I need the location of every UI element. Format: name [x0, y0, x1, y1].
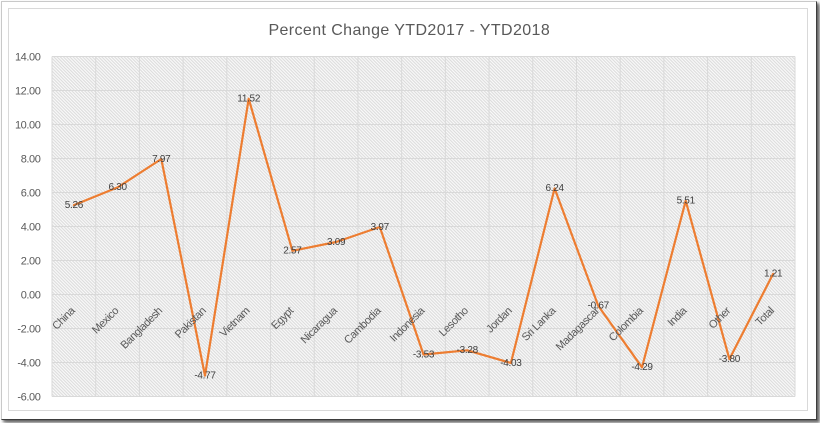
svg-text:-4.00: -4.00: [17, 357, 40, 369]
svg-text:10.00: 10.00: [15, 119, 41, 131]
svg-text:India: India: [666, 304, 691, 329]
svg-text:Colombia: Colombia: [607, 304, 647, 344]
svg-text:8.00: 8.00: [21, 153, 41, 165]
svg-text:4.00: 4.00: [21, 221, 41, 233]
svg-text:5.51: 5.51: [677, 196, 696, 207]
svg-text:Cambodia: Cambodia: [342, 304, 384, 346]
svg-text:Lesotho: Lesotho: [437, 305, 471, 339]
svg-text:-6.00: -6.00: [17, 391, 40, 403]
svg-text:6.00: 6.00: [21, 187, 41, 199]
svg-text:1.21: 1.21: [764, 269, 783, 280]
svg-text:3.09: 3.09: [327, 237, 346, 248]
svg-text:-0.67: -0.67: [588, 301, 610, 312]
svg-text:-3.53: -3.53: [413, 349, 435, 360]
svg-text:-2.00: -2.00: [17, 323, 40, 335]
svg-text:Total: Total: [753, 305, 776, 328]
svg-text:Sri Lanka: Sri Lanka: [520, 304, 559, 343]
svg-text:14.00: 14.00: [15, 51, 41, 63]
svg-text:Mexico: Mexico: [90, 305, 121, 336]
svg-text:12.00: 12.00: [15, 85, 41, 97]
svg-text:Nicaragua: Nicaragua: [299, 304, 341, 346]
svg-text:6.30: 6.30: [108, 182, 127, 193]
svg-text:2.57: 2.57: [283, 246, 302, 257]
svg-text:3.97: 3.97: [371, 222, 390, 233]
svg-text:Percent Change YTD2017 - YTD20: Percent Change YTD2017 - YTD2018: [268, 22, 550, 39]
svg-text:-4.03: -4.03: [500, 358, 522, 369]
svg-text:-3.28: -3.28: [457, 345, 479, 356]
svg-text:11.52: 11.52: [237, 94, 261, 105]
svg-text:7.97: 7.97: [152, 154, 171, 165]
svg-text:2.00: 2.00: [21, 255, 41, 267]
svg-text:0.00: 0.00: [21, 289, 41, 301]
svg-text:5.26: 5.26: [65, 200, 84, 211]
svg-text:Egypt: Egypt: [269, 305, 296, 332]
svg-text:-3.80: -3.80: [719, 354, 741, 365]
svg-text:-4.77: -4.77: [194, 370, 216, 381]
svg-text:6.24: 6.24: [545, 183, 564, 194]
svg-text:Vietnam: Vietnam: [218, 305, 253, 340]
svg-text:-4.29: -4.29: [631, 362, 653, 373]
